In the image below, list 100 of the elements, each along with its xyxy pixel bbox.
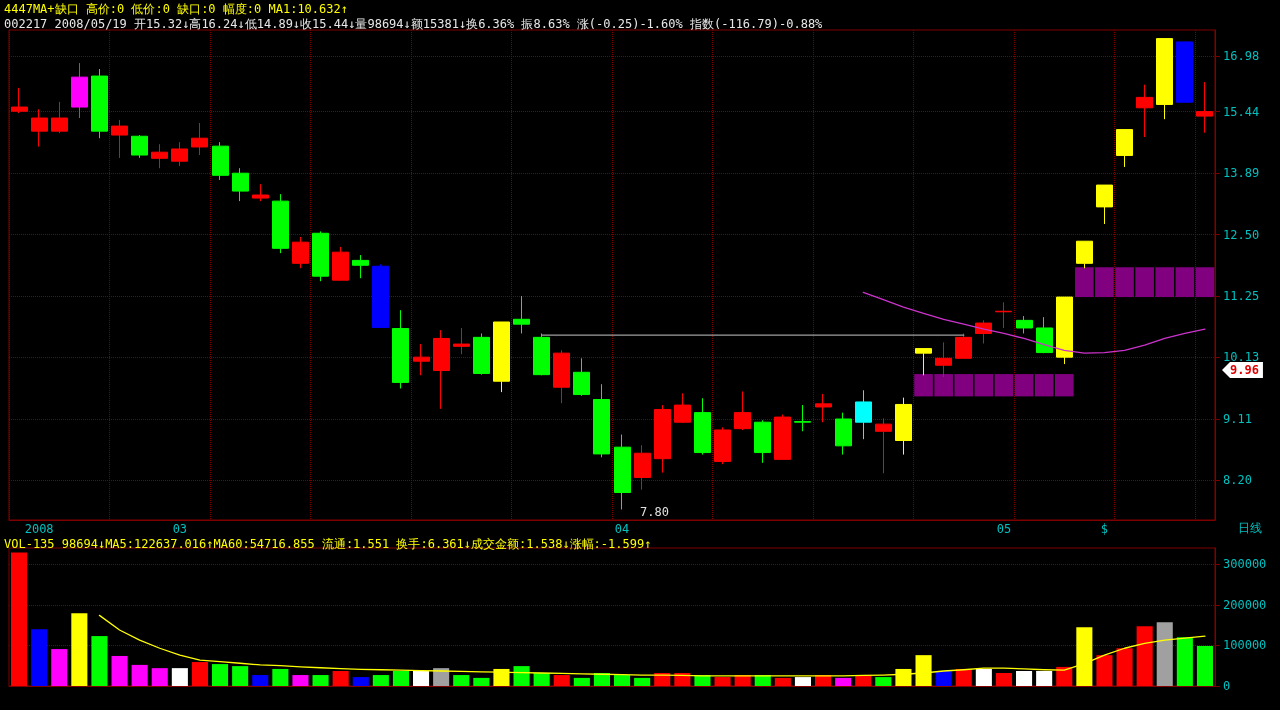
bar (473, 677, 490, 686)
y-tick-label: 11.25 (1223, 289, 1260, 304)
annotation: 002217 2008/05/19 开15.32↓高16.24↓低14.89↓收15.44↓量98694↓额15381↓换6.36% 振8.63% 涨(-0.25)-1.60% 指数(-116.79)-0.88% (4, 17, 824, 31)
candlestick (151, 143, 168, 169)
bar (614, 675, 631, 686)
y-tick-label: 12.50 (1223, 227, 1260, 242)
bar (573, 677, 590, 686)
y-tick-label: 16.98 (1223, 49, 1260, 64)
candlestick (212, 141, 229, 181)
candlestick (794, 404, 811, 432)
bar (714, 677, 731, 686)
bar (413, 670, 430, 686)
candlestick (71, 62, 88, 119)
x-tick-label: 05 (996, 522, 1012, 536)
x-tick-label: $ (1100, 522, 1109, 536)
candlestick (433, 329, 450, 410)
candlestick (1176, 41, 1193, 103)
y-tick-label: 15.44 (1223, 104, 1260, 119)
candlestick (232, 167, 249, 202)
bar (1176, 637, 1193, 686)
candlestick (815, 393, 832, 423)
bar (312, 675, 329, 686)
bar (1156, 622, 1173, 686)
line-series (862, 291, 1206, 354)
candlestick (392, 309, 409, 389)
bar (232, 666, 249, 686)
price-tag: 9.96 (1222, 362, 1263, 378)
candlestick (252, 183, 269, 202)
candlestick (1196, 81, 1213, 134)
candlestick (855, 389, 872, 440)
bar (131, 664, 148, 686)
candlestick (995, 301, 1012, 329)
candlestick (895, 397, 912, 456)
candlestick (91, 68, 108, 139)
bar (513, 666, 530, 686)
bar (1096, 655, 1113, 686)
bar (31, 629, 48, 686)
x-tick-label: 04 (614, 522, 630, 536)
candlestick (674, 392, 691, 424)
bar (71, 613, 88, 686)
candlestick (774, 414, 791, 460)
candlestick (955, 332, 972, 359)
candlestick (31, 108, 48, 148)
candlestick (835, 412, 852, 456)
bar (855, 675, 872, 686)
candlestick (714, 426, 731, 465)
bar (674, 673, 691, 686)
y-tick-label: 10.13 (1223, 350, 1260, 365)
candlestick (453, 327, 470, 355)
bar (292, 675, 309, 686)
candlestick (332, 246, 349, 281)
candlestick (352, 254, 369, 279)
candlestick (1016, 315, 1033, 334)
candlestick (372, 263, 389, 328)
y-tick-label: 8.20 (1223, 473, 1252, 488)
candlestick (875, 417, 892, 474)
bar (634, 677, 651, 686)
bar (252, 675, 269, 686)
candlestick (292, 236, 309, 269)
bar (1196, 645, 1213, 686)
x-tick-label: 2008 (24, 522, 54, 536)
candlestick (553, 349, 570, 404)
text: 4447MA+缺口 高价:0 低价:0 缺口:0 幅度:0 MA1:10.632↑ (4, 2, 348, 16)
bar (332, 670, 349, 686)
candlestick (573, 357, 590, 397)
bar (995, 673, 1012, 686)
candlestick (513, 295, 530, 334)
candlestick (1136, 84, 1153, 138)
bar (212, 664, 229, 686)
y-tick-label: 300000 (1223, 557, 1267, 572)
text: 日线 (1238, 521, 1262, 535)
candlestick (413, 343, 430, 376)
candlestick (1116, 129, 1133, 168)
candlestick (171, 141, 188, 167)
candlestick (51, 101, 68, 134)
candlestick (694, 397, 711, 456)
candlestick (1056, 296, 1073, 365)
bar (392, 670, 409, 686)
candlestick (131, 134, 148, 159)
bar (593, 673, 610, 686)
candlestick (614, 434, 631, 510)
candlestick (111, 119, 128, 159)
y-tick-label: 100000 (1223, 638, 1267, 653)
bar (171, 668, 188, 686)
bar (151, 668, 168, 686)
bar (51, 649, 68, 686)
candlestick (734, 391, 751, 431)
candlestick (312, 230, 329, 282)
candlestick (754, 419, 771, 464)
bar (774, 677, 791, 686)
y-tick-label: 0 (1223, 679, 1231, 693)
candlestick (634, 444, 651, 491)
y-tick-label: 9.11 (1223, 411, 1252, 426)
y-tick-label: 13.89 (1223, 166, 1260, 181)
bar (1136, 626, 1153, 686)
candlestick (1036, 316, 1053, 354)
bar (372, 675, 389, 686)
bar (835, 677, 852, 686)
bar (91, 636, 108, 686)
x-tick-label: 03 (172, 522, 188, 536)
